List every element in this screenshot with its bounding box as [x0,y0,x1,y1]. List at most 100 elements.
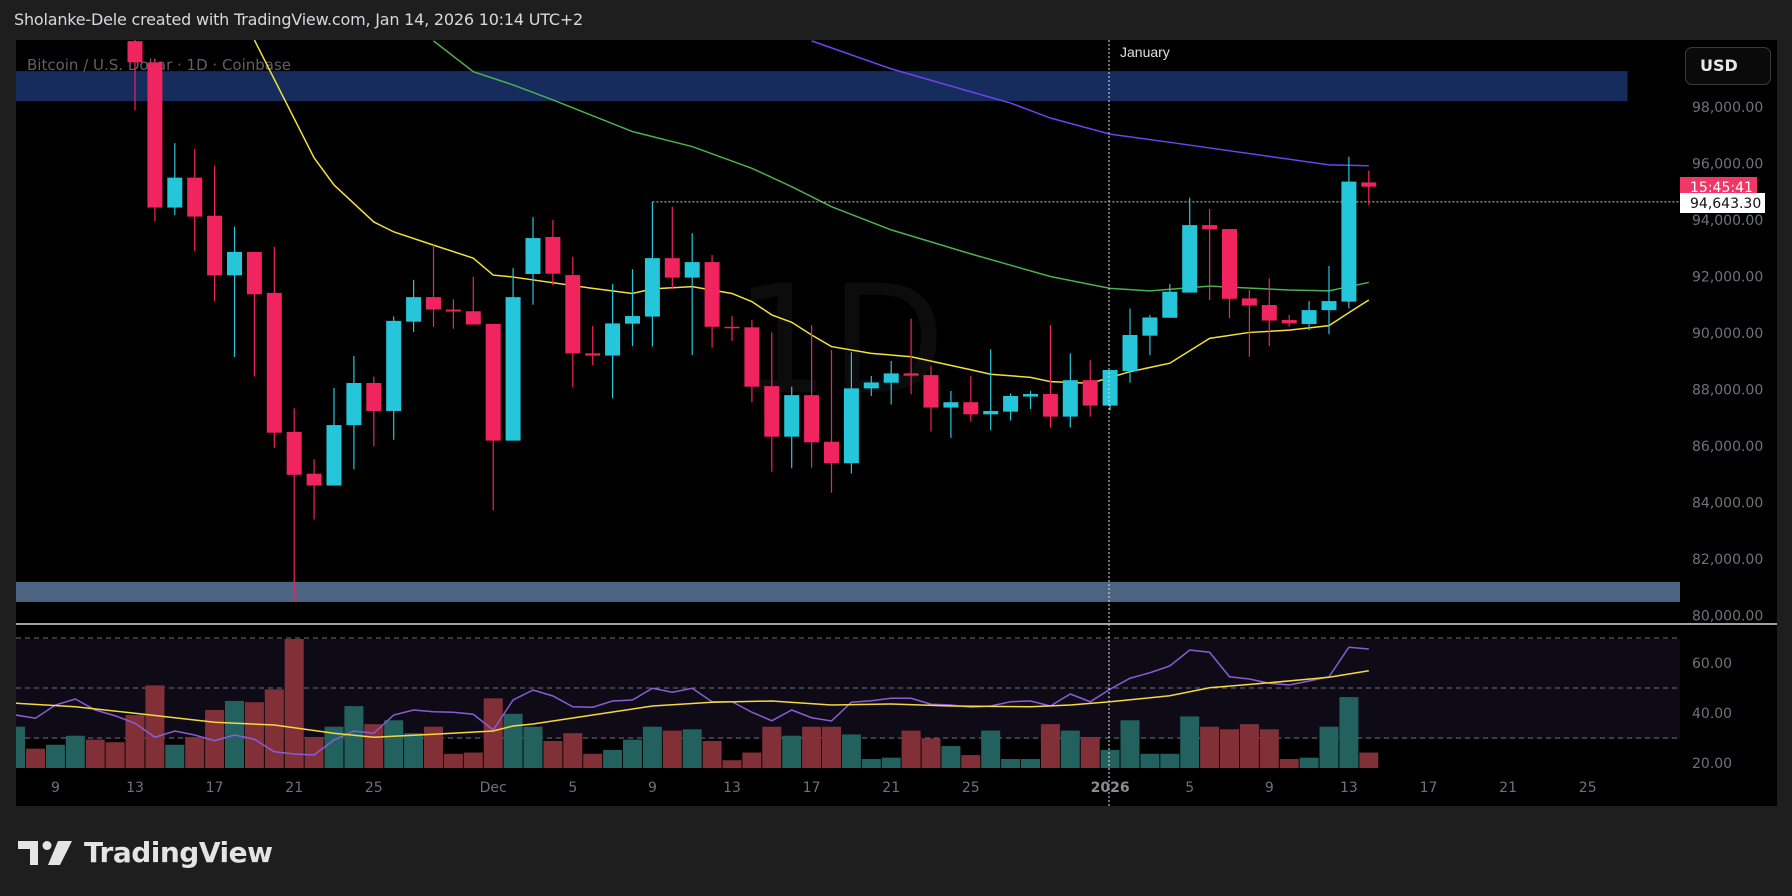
rsi-tick-label: 40.00 [1692,706,1732,722]
candle-body [1241,298,1257,306]
volume-bar [165,744,185,768]
zone-upper[interactable] [16,71,1628,102]
candle-body [644,258,660,317]
volume-bar [105,742,125,768]
horizontal-line-price-label: 94,643.30 [1690,196,1761,212]
candle-body [1023,394,1038,397]
volume-bar [563,733,583,768]
candle-body [525,238,541,274]
candle-body [704,262,720,327]
price-tick-label: 96,000.00 [1692,157,1763,173]
candle [1261,278,1277,346]
volume-bar [244,702,264,768]
candle-body [1361,182,1377,187]
candle-body [1162,291,1178,318]
time-tick-label: 13 [1340,780,1358,796]
volume-bar [1339,697,1359,768]
volume-bar [1220,729,1239,768]
candle [724,316,740,341]
time-tick-label: 21 [1499,780,1517,796]
volume-bar [1319,726,1339,768]
candle-body [863,382,879,389]
candle [804,325,820,468]
candle-body [565,275,581,354]
candle-body [266,292,282,433]
volume-bar [623,739,642,768]
price-tick-label: 98,000.00 [1692,100,1763,116]
candle-body [1341,181,1357,302]
rsi-axis[interactable]: 60.00 40.00 20.00 [1692,656,1732,772]
candle [1062,353,1078,428]
candle-body [1102,370,1118,406]
candle-body [585,353,601,356]
volume-bar [861,758,881,768]
volume-bar [1239,724,1259,768]
volume-bar [364,724,384,768]
candle-body [286,431,302,475]
candle [883,360,899,405]
volume-bar [543,740,563,768]
volume-bars [16,639,1379,768]
candle-body [1202,225,1218,230]
candle-body [843,388,859,464]
tradingview-wordmark: TradingView [84,836,273,869]
candle-body [983,410,999,415]
ma-fast-line [253,40,1370,385]
candle-body [306,473,322,486]
candle-body [505,297,521,441]
tradingview-logo[interactable]: TradingView [18,836,273,869]
candle-body [386,320,402,411]
volume-bar [762,726,782,768]
time-tick-label: 5 [1185,780,1194,796]
rsi-tick-label: 60.00 [1692,656,1732,672]
candle [1042,325,1058,428]
price-axis[interactable]: 98,000.00 96,000.00 94,000.00 92,000.00 90,0… [1692,100,1763,625]
candle [1281,314,1297,327]
volume-bar [1040,724,1060,768]
volume-bar [483,698,503,768]
volume-bar [1200,726,1220,768]
price-tick-label: 94,000.00 [1692,213,1763,229]
candle [147,58,163,222]
volume-bar [424,726,443,768]
candle-body [1301,310,1317,324]
volume-bar [702,740,722,768]
candle [1162,284,1178,318]
rsi-lines [16,646,1369,756]
rsi-line [16,646,1369,756]
candle [406,279,422,332]
candle-body [1281,320,1297,324]
month-label: January [1120,44,1170,60]
volume-bar [284,639,304,768]
candle [286,408,302,601]
time-axis[interactable]: 9 13 17 21 25 Dec 5 9 13 17 21 25 2026 5 9 13 17 21 25 [51,780,1597,796]
candle-body [1182,225,1198,293]
zone-lower[interactable] [16,581,1680,602]
candle [863,375,879,396]
candle-body [326,425,342,486]
candle [1301,301,1317,331]
tradingview-logo-icon [18,840,72,865]
volume-bar [1160,753,1180,768]
price-tick-label: 86,000.00 [1692,439,1763,455]
candle [1361,170,1377,206]
candle [923,366,939,432]
time-tick-label: 13 [126,780,144,796]
candle [545,220,561,285]
volume-bar [961,755,981,768]
candle-body [883,373,899,383]
candle [764,332,780,472]
candle [1142,314,1158,356]
candle-body [147,62,163,208]
price-tick-label: 84,000.00 [1692,496,1763,512]
volume-bar [662,730,682,768]
time-tick-label: 17 [1420,780,1438,796]
time-tick-label: 9 [51,780,60,796]
candle [485,323,501,511]
volume-bar [782,735,802,768]
currency-button[interactable]: USD [1685,47,1771,85]
volume-bar [384,720,404,768]
volume-bar [1100,749,1120,768]
chart-snapshot-title: Sholanke-Dele created with TradingView.c… [14,10,584,29]
